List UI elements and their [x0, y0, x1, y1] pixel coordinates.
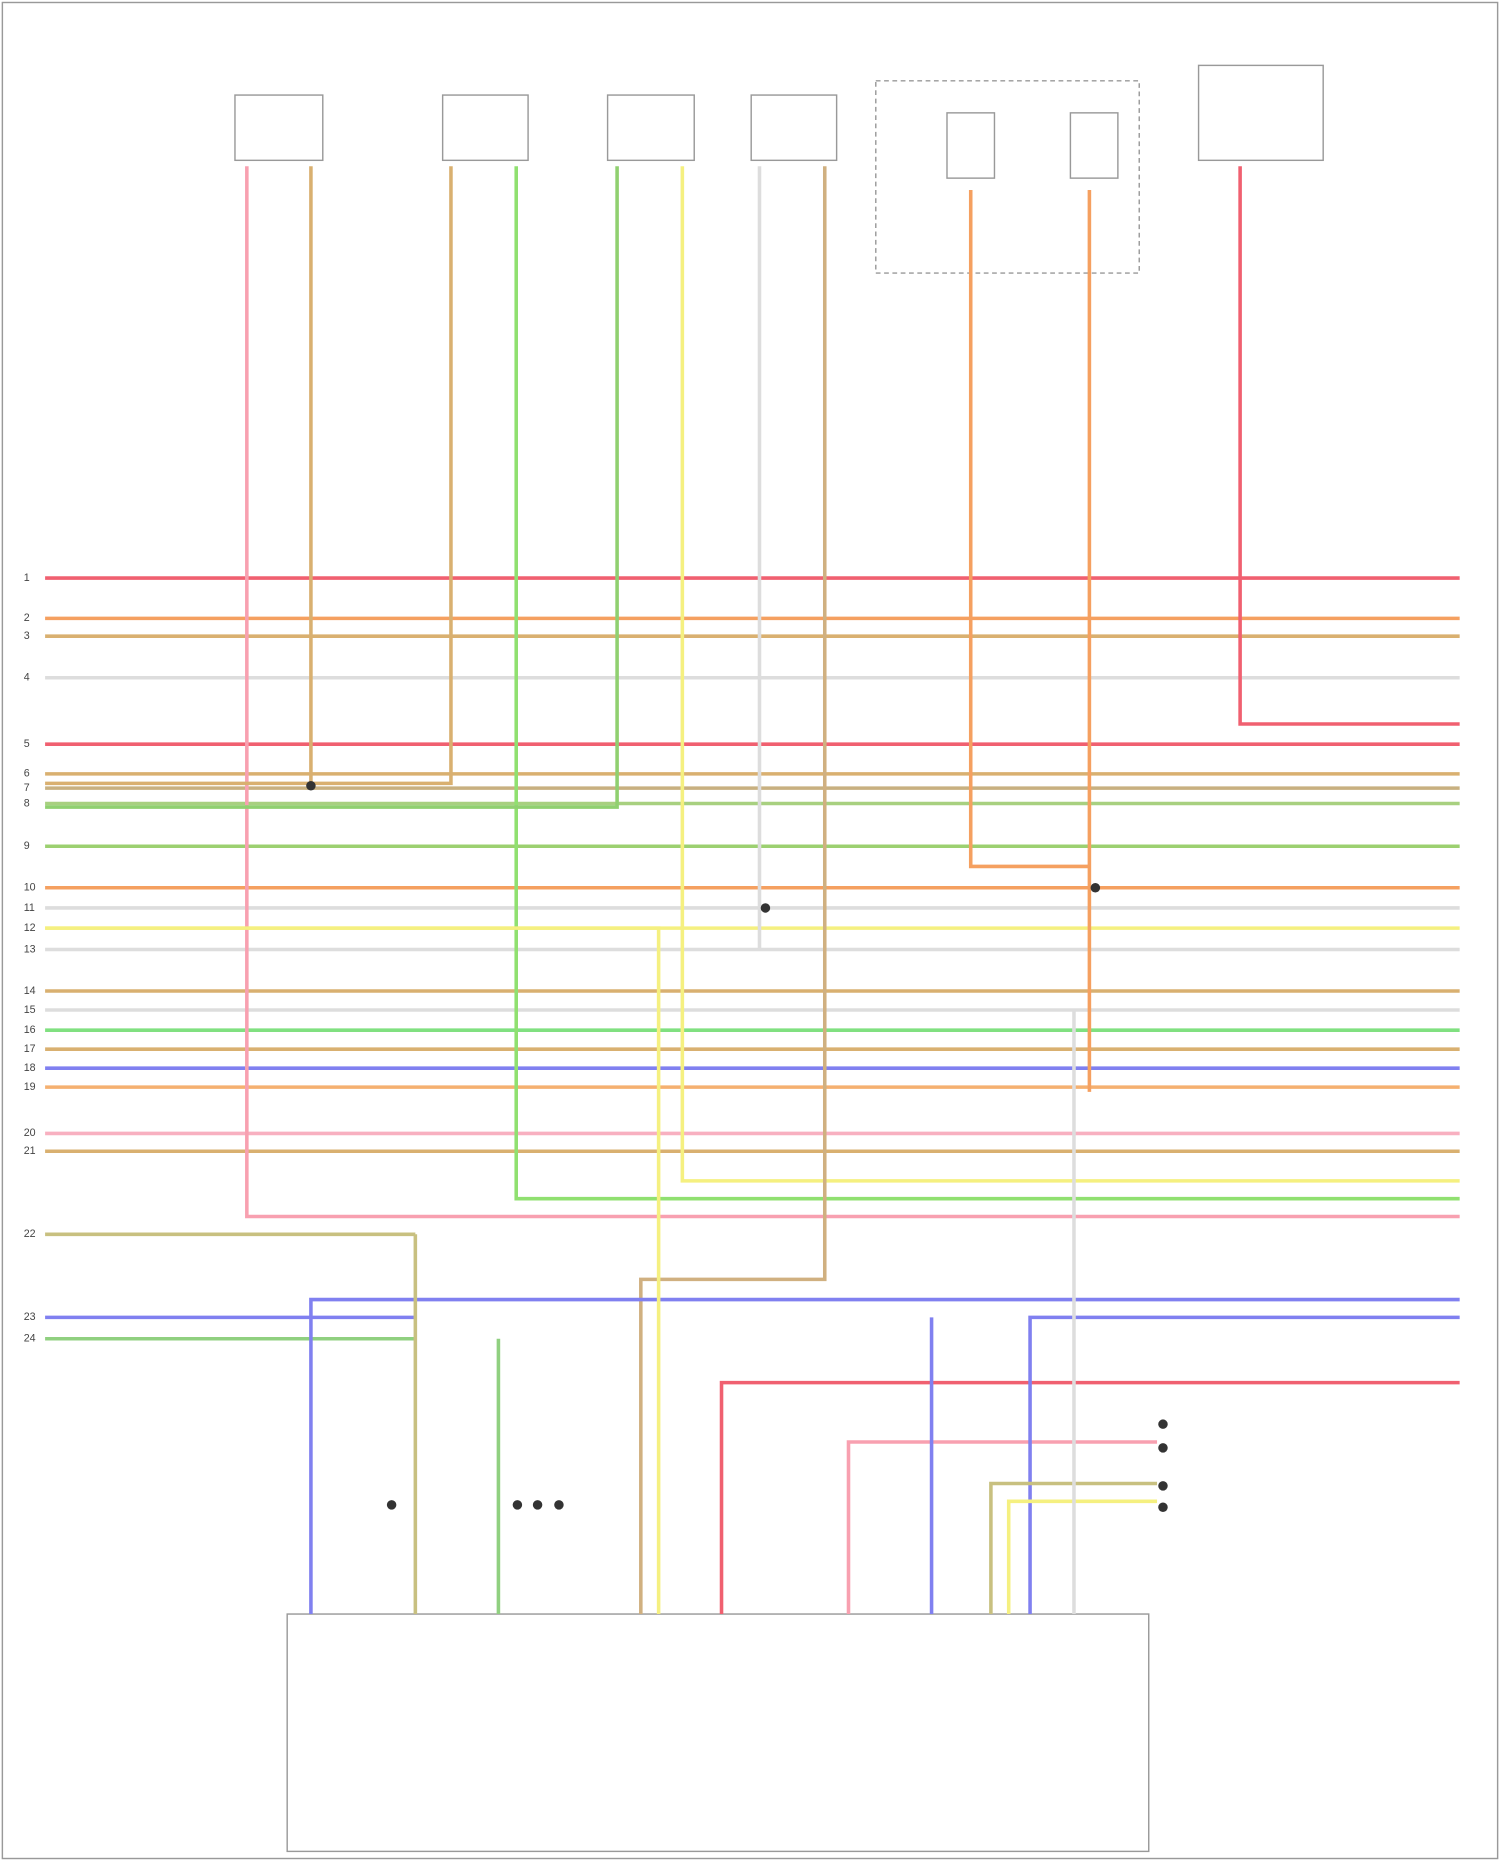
control-module [286, 1613, 1150, 1853]
pin-label: 19 [24, 1081, 36, 1093]
wire [45, 926, 661, 1615]
pin-label: 21 [24, 1145, 36, 1157]
pin-label: 2 [24, 612, 30, 624]
pin-label: 12 [24, 922, 36, 934]
wire [1028, 1315, 1460, 1615]
pin-label: 10 [24, 882, 36, 894]
wire [1238, 166, 1460, 726]
pin-label: 16 [24, 1024, 36, 1036]
wire [846, 1440, 1158, 1615]
splice [1158, 1419, 1168, 1429]
wire [639, 166, 827, 1615]
pin-label: 22 [24, 1228, 36, 1240]
splice [386, 1500, 397, 1510]
wire [45, 166, 619, 809]
pin-label: 18 [24, 1062, 36, 1074]
relay-box [875, 80, 1140, 274]
pin-label: 15 [24, 1004, 36, 1016]
wire [1006, 1499, 1158, 1615]
connector [234, 94, 324, 162]
splice [1090, 883, 1101, 893]
wire [719, 1380, 1460, 1615]
pin-label: 23 [24, 1311, 36, 1323]
pin-label: 4 [24, 672, 30, 684]
pin-label: 11 [24, 902, 35, 914]
pin-label: 3 [24, 630, 30, 642]
wire [680, 166, 1460, 1183]
pin-label: 9 [24, 840, 30, 852]
splice [532, 1500, 543, 1510]
splice [554, 1500, 564, 1510]
splice [1158, 1502, 1168, 1512]
pin-label: 13 [24, 943, 36, 955]
fuse-box [1197, 64, 1324, 162]
pin-label: 20 [24, 1127, 36, 1139]
pin-label: 5 [24, 738, 30, 750]
splice [512, 1500, 523, 1510]
wire [245, 166, 1460, 1219]
pin-label: 24 [24, 1333, 36, 1345]
pin-label: 8 [24, 797, 30, 809]
wires [45, 166, 1460, 1615]
splice [1158, 1481, 1168, 1491]
splice [1158, 1443, 1168, 1453]
pin-label: 14 [24, 985, 36, 997]
relay [946, 112, 996, 179]
pin-label: 17 [24, 1043, 36, 1055]
wire [309, 1297, 1460, 1615]
wire [989, 1481, 1158, 1615]
pin-label: 7 [24, 782, 30, 794]
connector [441, 94, 529, 162]
splice [306, 780, 316, 791]
connector [606, 94, 695, 162]
relay [1069, 112, 1119, 179]
wire [514, 166, 1460, 1201]
pin-label: 1 [24, 572, 30, 584]
wire [45, 166, 453, 786]
wire [968, 189, 1090, 869]
connector [750, 94, 838, 162]
pin-label: 6 [24, 768, 30, 780]
splice [760, 903, 771, 913]
